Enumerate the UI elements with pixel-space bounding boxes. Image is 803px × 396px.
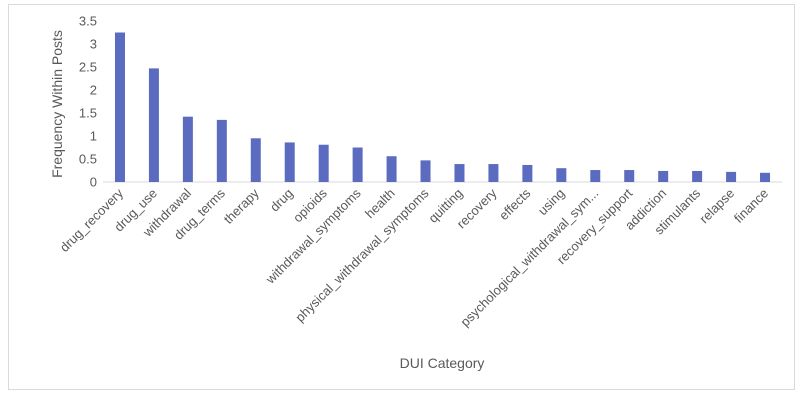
y-axis-ticks: 0 0.5 1 1.5 2 2.5 3 3.5	[79, 14, 97, 190]
bar-effects	[522, 164, 533, 182]
bar-health	[386, 156, 397, 182]
y-tick-label: 2	[90, 83, 97, 98]
bar-quitting	[454, 164, 465, 182]
x-tick-label: drug	[267, 186, 296, 215]
y-tick-label: 0	[90, 175, 97, 190]
bar-drug-recovery	[114, 32, 125, 182]
x-tick-label: effects	[496, 185, 534, 223]
bar-drug-terms	[216, 119, 227, 182]
bar-stimulants	[692, 170, 703, 182]
x-tick-label: therapy	[221, 185, 263, 227]
x-tick-label: finance	[731, 186, 771, 226]
y-tick-label: 2.5	[79, 60, 97, 75]
bar-psychological-withdrawal-sym	[590, 170, 601, 182]
y-axis-title: Frequency Within Posts	[49, 30, 65, 178]
bar-recovery	[488, 164, 499, 182]
bar-drug-use	[148, 68, 159, 182]
y-tick-label: 1.5	[79, 106, 97, 121]
bar-recovery-support	[624, 170, 635, 182]
bar-withdrawal	[182, 116, 193, 182]
y-tick-label: 1	[90, 129, 97, 144]
x-axis-title: DUI Category	[400, 355, 485, 371]
bar-drug	[284, 142, 295, 182]
bar-physical-withdrawal-symptoms	[420, 160, 431, 182]
bar-relapse	[726, 171, 737, 182]
bar-addiction	[658, 170, 669, 182]
x-axis-ticks: drug_recoverydrug_usewithdrawaldrug_term…	[57, 185, 771, 329]
bars	[114, 32, 771, 182]
y-tick-label: 3	[90, 37, 97, 52]
bar-withdrawal-symptoms	[352, 147, 363, 182]
y-tick-label: 3.5	[79, 14, 97, 29]
bar-finance	[760, 172, 771, 182]
y-tick-label: 0.5	[79, 152, 97, 167]
chart-frame	[8, 4, 795, 390]
bar-using	[556, 168, 567, 182]
bar-therapy	[250, 138, 261, 182]
bar-opioids	[318, 144, 329, 182]
x-tick-label: relapse	[696, 186, 737, 227]
